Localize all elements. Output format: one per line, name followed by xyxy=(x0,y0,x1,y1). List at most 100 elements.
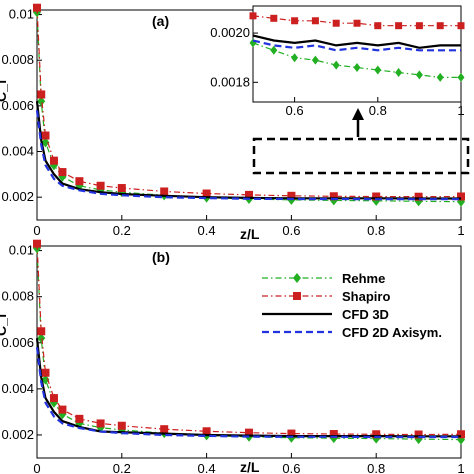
data-point-rehme xyxy=(37,96,46,107)
data-point-rehme xyxy=(436,72,444,82)
inset-axes: 0.6 0.8 1 0.0018 0.0020 xyxy=(210,25,464,118)
data-point-shapiro xyxy=(160,187,169,196)
arrow-head xyxy=(352,108,364,120)
data-point-shapiro xyxy=(436,22,444,30)
data-point-shapiro xyxy=(37,90,46,99)
data-point-shapiro xyxy=(287,429,296,438)
data-point-shapiro xyxy=(117,184,126,193)
data-point-shapiro xyxy=(329,430,338,439)
x-tick-label: 1 xyxy=(457,103,464,118)
x-tick-label: 0.8 xyxy=(367,461,385,474)
x-tick-label: 0.4 xyxy=(198,223,216,238)
data-point-shapiro xyxy=(202,427,211,436)
data-point-shapiro xyxy=(75,177,84,186)
highlight-box xyxy=(252,137,470,175)
legend-label-shapiro: Shapiro xyxy=(342,289,390,304)
data-point-shapiro xyxy=(75,414,84,423)
data-point-shapiro xyxy=(395,22,403,30)
data-point-shapiro xyxy=(287,191,296,200)
series-line-cfd-2d-axisym xyxy=(35,347,461,439)
data-point-shapiro xyxy=(96,181,105,190)
data-point-shapiro xyxy=(58,168,67,177)
data-point-shapiro xyxy=(332,19,340,27)
x-tick-label: 1 xyxy=(457,461,464,474)
legend: Rehme Shapiro CFD 3D CFD 2D Axisym. xyxy=(262,271,442,340)
series-line-rehme xyxy=(36,248,462,441)
y-tick-label: 0.004 xyxy=(1,144,34,159)
data-point-shapiro xyxy=(117,421,126,430)
data-point-rehme xyxy=(37,333,46,344)
data-point-shapiro xyxy=(58,405,67,414)
x-tick-label: 0.6 xyxy=(286,103,304,118)
data-point-rehme xyxy=(291,53,299,63)
x-tick-label: 0.6 xyxy=(282,223,300,238)
panel-a-ylabel: C_f xyxy=(0,79,9,102)
data-point-rehme xyxy=(332,60,340,70)
data-point-shapiro xyxy=(457,22,465,30)
data-point-shapiro xyxy=(414,192,423,201)
data-point-shapiro xyxy=(96,419,105,428)
y-tick-label: 0.002 xyxy=(1,427,34,442)
y-tick-label: 0.004 xyxy=(1,381,34,396)
data-point-shapiro xyxy=(33,3,41,12)
legend-marker-shapiro xyxy=(293,292,301,300)
inset-series xyxy=(249,12,465,82)
data-point-rehme xyxy=(41,137,50,148)
data-point-rehme xyxy=(374,65,382,75)
data-point-shapiro xyxy=(372,192,381,201)
data-point-shapiro xyxy=(41,368,50,377)
data-point-shapiro xyxy=(245,190,253,199)
data-point-shapiro xyxy=(49,156,58,165)
data-point-shapiro xyxy=(457,192,465,201)
y-tick-label: 0.006 xyxy=(1,335,34,350)
data-point-shapiro xyxy=(353,19,361,27)
data-point-shapiro xyxy=(414,430,423,439)
y-tick-label: 0.006 xyxy=(1,98,34,113)
data-point-shapiro xyxy=(311,17,319,25)
series-line-cfd-2d-axisym xyxy=(252,39,461,52)
panel-a-xlabel: z/L xyxy=(240,226,260,242)
panel-a-series xyxy=(33,3,465,207)
data-point-shapiro xyxy=(291,17,299,25)
data-point-shapiro xyxy=(41,131,50,140)
legend-label-cfd-3d: CFD 3D xyxy=(342,307,389,322)
data-point-rehme xyxy=(270,45,278,55)
data-point-rehme xyxy=(415,70,423,80)
legend-label-cfd-2d-axisym: CFD 2D Axisym. xyxy=(342,325,442,340)
data-point-rehme xyxy=(395,67,403,77)
data-point-shapiro xyxy=(160,425,169,434)
x-tick-label: 0.2 xyxy=(113,461,131,474)
data-point-shapiro xyxy=(249,12,257,20)
panel-b-xlabel: z/L xyxy=(240,459,260,474)
data-point-shapiro xyxy=(37,327,46,336)
y-tick-label: 0.008 xyxy=(1,289,34,304)
series-line-cfd-3d xyxy=(252,34,461,49)
series-line-rehme xyxy=(252,42,461,78)
x-tick-label: 0.8 xyxy=(369,103,387,118)
data-point-shapiro xyxy=(329,192,338,201)
panel-b-ylabel: C_f xyxy=(0,313,9,336)
data-point-rehme xyxy=(41,374,50,385)
panel-b: 0 0.2 0.4 0.6 0.8 1 0.002 0.004 0.006 0.008 0.01 (… xyxy=(0,239,465,474)
panel-a-axes: 0 0.2 0.4 0.6 0.8 1 0.002 0.004 0.006 0.008 0.01 xyxy=(1,7,464,238)
series-line-shapiro xyxy=(36,7,462,198)
data-point-shapiro xyxy=(457,430,465,439)
y-tick-label: 0.01 xyxy=(9,243,34,258)
legend-label-rehme: Rehme xyxy=(342,271,385,286)
series-line-rehme xyxy=(36,12,462,203)
legend-marker-rehme xyxy=(293,273,301,283)
x-tick-label: 0.4 xyxy=(198,461,216,474)
inset-plot: 0.6 0.8 1 0.0018 0.0020 xyxy=(210,5,465,118)
data-point-shapiro xyxy=(33,239,41,248)
data-point-rehme xyxy=(457,72,465,82)
panel-a-label: (a) xyxy=(152,13,169,29)
y-tick-label: 0.01 xyxy=(9,7,34,22)
x-tick-label: 0 xyxy=(33,223,40,238)
data-point-shapiro xyxy=(49,394,58,403)
data-point-shapiro xyxy=(415,22,423,30)
x-tick-label: 1 xyxy=(457,223,464,238)
x-tick-label: 0.6 xyxy=(282,461,300,474)
y-tick-label: 0.0020 xyxy=(210,25,250,40)
data-point-shapiro xyxy=(202,189,211,198)
